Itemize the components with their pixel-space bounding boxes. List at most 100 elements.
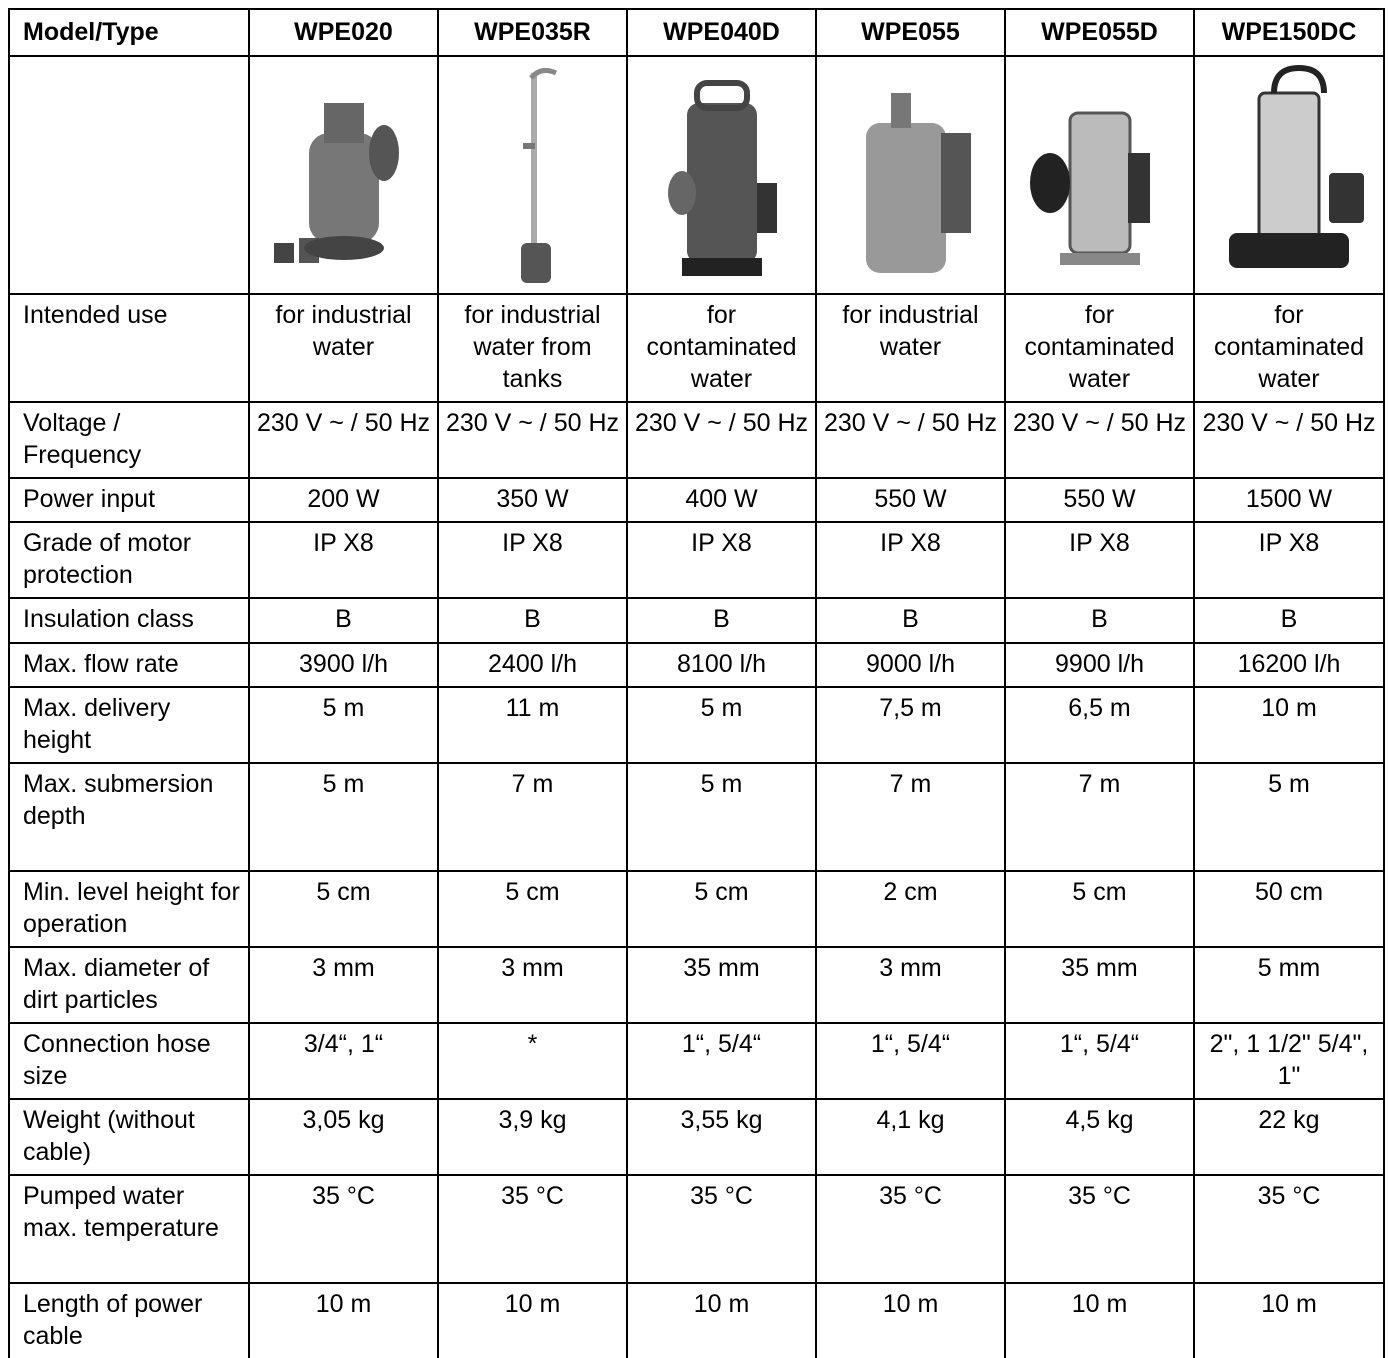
cell: for contaminated water: [626, 293, 817, 403]
cell: 1“, 5/4“: [1004, 1022, 1195, 1100]
cell: for contaminated water: [1193, 293, 1385, 403]
cell: 35 mm: [626, 946, 817, 1024]
cell: 5 m: [248, 686, 439, 764]
cell: 400 W: [626, 477, 817, 523]
spec-table: Model/Type WPE020 WPE035R WPE040D WPE055 WPE0…: [8, 8, 1385, 1358]
image-cell: [248, 55, 439, 295]
cell: B: [815, 597, 1006, 644]
cell: 3 mm: [815, 946, 1006, 1024]
cell: 350 W: [437, 477, 628, 523]
row-label: Max. diameter of dirt particles: [8, 946, 250, 1024]
cell: IP X8: [1004, 521, 1195, 599]
cell: B: [248, 597, 439, 644]
cell: 3 mm: [437, 946, 628, 1024]
cell: 3,9 kg: [437, 1098, 628, 1176]
cell: 5 m: [626, 762, 817, 872]
cell: 7,5 m: [815, 686, 1006, 764]
cell: WPE055: [815, 8, 1006, 57]
cell: for contaminated water: [1004, 293, 1195, 403]
row-label: Pumped water max. temperature: [8, 1174, 250, 1284]
row-label: Power input: [8, 477, 250, 523]
pump-image: [667, 79, 777, 276]
cell: 8100 l/h: [626, 642, 817, 688]
cell: 22 kg: [1193, 1098, 1385, 1176]
cell: 5 m: [248, 762, 439, 872]
cell: 3 mm: [248, 946, 439, 1024]
spec-row: Grade of motor protection IP X8 IP X8 IP X8…: [8, 521, 1385, 599]
row-label: Max. flow rate: [8, 642, 250, 688]
cell: 50 cm: [1193, 870, 1385, 948]
cell: WPE020: [248, 8, 439, 57]
cell: 5 m: [626, 686, 817, 764]
pump-image: [1029, 111, 1150, 265]
cell: WPE150DC: [1193, 8, 1385, 57]
cell: 5 cm: [437, 870, 628, 948]
cell: IP X8: [626, 521, 817, 599]
cell: 1“, 5/4“: [815, 1022, 1006, 1100]
cell: 35 °C: [248, 1174, 439, 1284]
cell: 230 V ~ / 50 Hz: [1193, 401, 1385, 479]
spec-row: Power input 200 W 350 W 400 W 550 W 550 W 1500…: [8, 477, 1385, 523]
cell: 550 W: [815, 477, 1006, 523]
cell: IP X8: [248, 521, 439, 599]
spec-row: Voltage / Frequency 230 V ~ / 50 Hz 230 V …: [8, 401, 1385, 479]
cell: 35 mm: [1004, 946, 1195, 1024]
cell: 10 m: [626, 1282, 817, 1358]
cell: 230 V ~ / 50 Hz: [626, 401, 817, 479]
cell: 35 °C: [626, 1174, 817, 1284]
cell: 550 W: [1004, 477, 1195, 523]
spec-row: Length of power cable 10 m 10 m 10 m 10 m 10 …: [8, 1282, 1385, 1358]
cell: WPE055D: [1004, 8, 1195, 57]
cell: 1500 W: [1193, 477, 1385, 523]
cell: 230 V ~ / 50 Hz: [1004, 401, 1195, 479]
cell: 10 m: [1193, 1282, 1385, 1358]
cell: 7 m: [815, 762, 1006, 872]
cell: B: [1193, 597, 1385, 644]
cell: IP X8: [437, 521, 628, 599]
cell: 5 mm: [1193, 946, 1385, 1024]
cell: 9900 l/h: [1004, 642, 1195, 688]
spec-row: Connection hose size 3/4“, 1“ * 1“, 5/4“ 1“,…: [8, 1022, 1385, 1100]
pump-image: [520, 67, 557, 283]
cell: B: [626, 597, 817, 644]
row-label: Model/Type: [8, 8, 250, 57]
cell: 16200 l/h: [1193, 642, 1385, 688]
cell: 10 m: [815, 1282, 1006, 1358]
cell: 1“, 5/4“: [626, 1022, 817, 1100]
cell: 3900 l/h: [248, 642, 439, 688]
spec-row: Intended use for industrial water for indu…: [8, 293, 1385, 403]
cell: 5 cm: [1004, 870, 1195, 948]
cell: 3,55 kg: [626, 1098, 817, 1176]
cell: 230 V ~ / 50 Hz: [815, 401, 1006, 479]
cell: 7 m: [437, 762, 628, 872]
cell: 5 m: [1193, 762, 1385, 872]
cell: IP X8: [1193, 521, 1385, 599]
row-label: Max. delivery height: [8, 686, 250, 764]
cell: *: [437, 1022, 628, 1100]
cell: 10 m: [1004, 1282, 1195, 1358]
cell: WPE035R: [437, 8, 628, 57]
cell: 5 cm: [626, 870, 817, 948]
cell: 6,5 m: [1004, 686, 1195, 764]
pump-image: [1229, 64, 1364, 268]
cell: 10 m: [248, 1282, 439, 1358]
image-cell: [626, 55, 817, 295]
row-label: Grade of motor protection: [8, 521, 250, 599]
image-row: [8, 55, 1385, 295]
row-label: Voltage / Frequency: [8, 401, 250, 479]
spec-row: Weight (without cable) 3,05 kg 3,9 kg 3,55 …: [8, 1098, 1385, 1176]
cell: for industrial water: [248, 293, 439, 403]
image-cell: [437, 55, 628, 295]
image-cell: [815, 55, 1006, 295]
spec-row: Max. flow rate 3900 l/h 2400 l/h 8100 l/h 90…: [8, 642, 1385, 688]
image-cell: [1004, 55, 1195, 295]
cell: 11 m: [437, 686, 628, 764]
cell: for industrial water from tanks: [437, 293, 628, 403]
cell: 2", 1 1/2" 5/4", 1": [1193, 1022, 1385, 1100]
image-cell: [1193, 55, 1385, 295]
pump-image: [273, 102, 399, 263]
cell: 3/4“, 1“: [248, 1022, 439, 1100]
cell: 2400 l/h: [437, 642, 628, 688]
